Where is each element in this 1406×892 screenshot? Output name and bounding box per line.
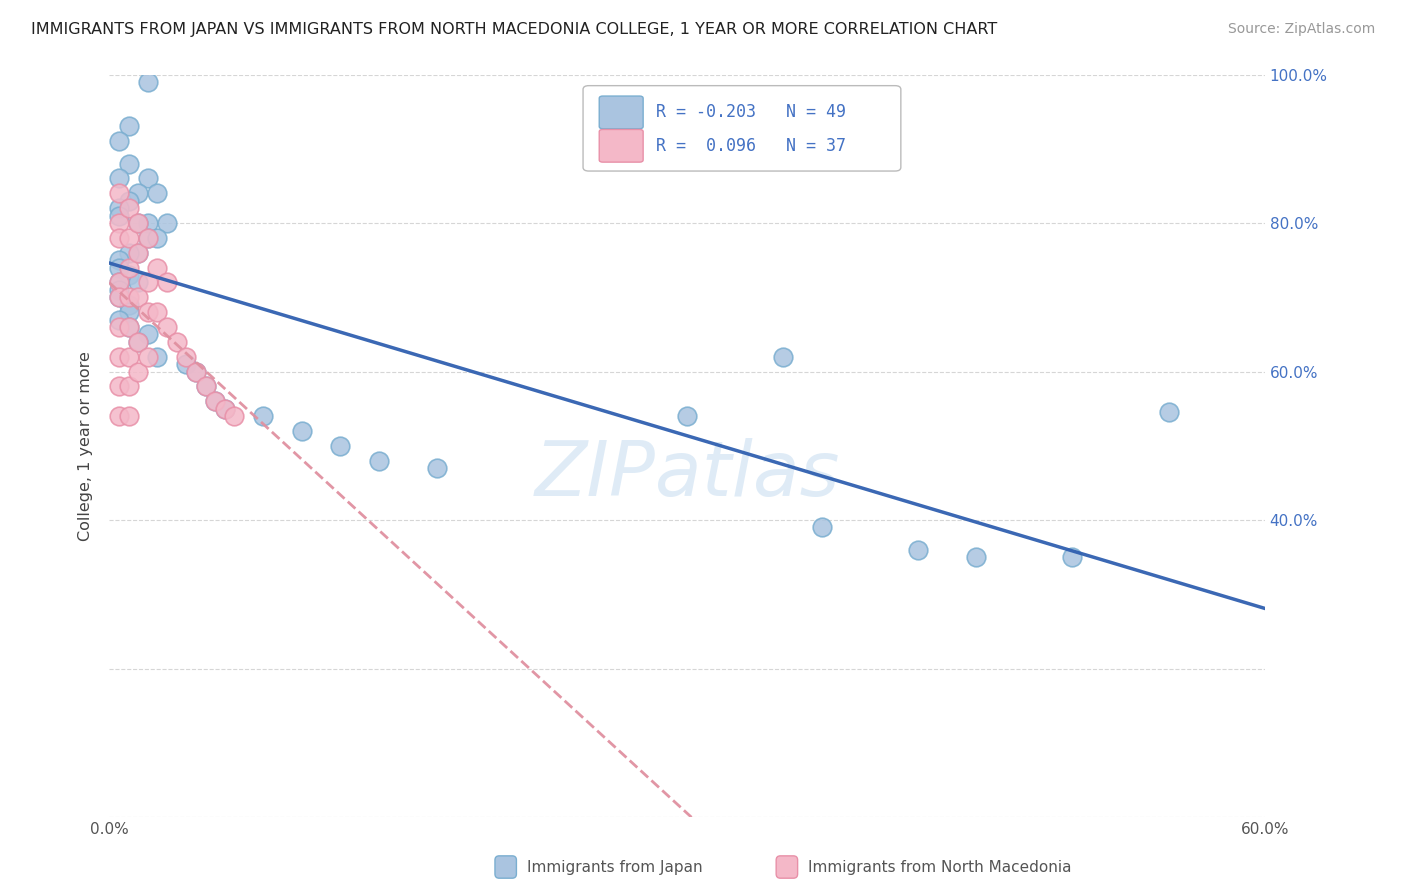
Point [127,216,149,230]
Point [127,245,149,260]
Point [108,409,131,423]
Point [136,231,159,245]
Point [965,550,987,565]
Point [136,216,159,230]
Point [117,231,139,245]
Point [224,409,246,423]
Point [108,171,131,186]
Point [136,231,159,245]
Point [204,394,226,409]
Point [117,379,139,393]
Point [214,401,236,416]
Point [184,364,207,378]
FancyBboxPatch shape [599,96,643,128]
FancyBboxPatch shape [599,129,643,162]
Point [108,186,131,201]
Point [108,134,131,148]
Point [117,298,139,312]
Point [811,520,834,534]
Point [174,350,197,364]
Point [146,186,169,201]
Point [108,276,131,290]
Point [108,216,131,230]
Point [117,290,139,304]
Text: R = -0.203   N = 49: R = -0.203 N = 49 [655,103,846,121]
Point [108,231,131,245]
Point [127,290,149,304]
Point [184,364,207,378]
Point [1062,550,1084,565]
Text: Immigrants from North Macedonia: Immigrants from North Macedonia [808,860,1071,874]
Point [127,245,149,260]
Point [117,120,139,134]
Point [108,260,131,275]
Point [329,439,352,453]
Y-axis label: College, 1 year or more: College, 1 year or more [79,351,93,541]
Point [772,350,794,364]
Point [117,350,139,364]
Point [214,401,236,416]
Point [108,379,131,393]
Point [146,305,169,319]
Point [117,194,139,208]
Point [252,409,274,423]
Point [146,231,169,245]
Point [108,209,131,223]
Point [127,364,149,378]
Point [108,290,131,304]
Point [117,156,139,170]
Point [136,305,159,319]
Point [127,186,149,201]
Point [426,461,449,475]
Point [367,453,389,467]
Point [117,409,139,423]
Point [136,350,159,364]
Point [117,245,139,260]
Point [108,290,131,304]
Point [108,320,131,334]
Point [108,312,131,326]
Point [907,542,929,557]
Point [146,260,169,275]
Point [117,268,139,282]
Point [108,253,131,268]
Point [1157,405,1180,419]
Point [174,357,197,371]
Point [127,216,149,230]
Text: IMMIGRANTS FROM JAPAN VS IMMIGRANTS FROM NORTH MACEDONIA COLLEGE, 1 YEAR OR MORE: IMMIGRANTS FROM JAPAN VS IMMIGRANTS FROM… [31,22,997,37]
Point [108,276,131,290]
Point [117,305,139,319]
Point [136,75,159,89]
Point [136,327,159,342]
Point [127,276,149,290]
Point [156,216,179,230]
Point [117,320,139,334]
Point [117,320,139,334]
Point [166,334,188,349]
Point [108,283,131,297]
Text: ZIPatlas: ZIPatlas [534,439,839,513]
Point [204,394,226,409]
Point [136,171,159,186]
Text: R =  0.096   N = 37: R = 0.096 N = 37 [655,136,846,155]
Point [127,334,149,349]
Point [108,350,131,364]
Text: Immigrants from Japan: Immigrants from Japan [527,860,703,874]
Point [146,350,169,364]
Point [108,201,131,215]
Point [291,424,314,438]
Point [117,201,139,215]
Point [117,260,139,275]
Point [194,379,217,393]
Point [136,276,159,290]
FancyBboxPatch shape [583,86,901,171]
Point [676,409,699,423]
Point [156,320,179,334]
Point [194,379,217,393]
Point [127,334,149,349]
Text: Source: ZipAtlas.com: Source: ZipAtlas.com [1227,22,1375,37]
Point [156,276,179,290]
